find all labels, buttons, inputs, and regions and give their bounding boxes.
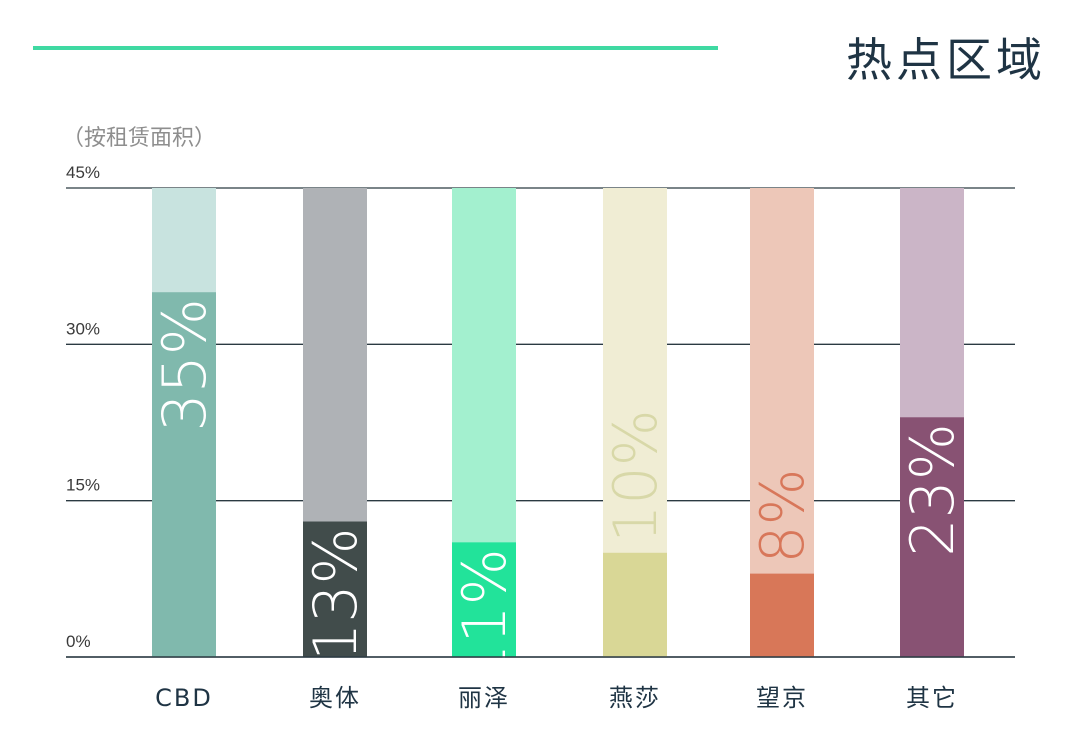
bar-value-label: 11% — [450, 548, 520, 681]
x-category-label: CBD — [155, 684, 213, 712]
page-title: 热点区域 — [846, 33, 1046, 87]
bar-value — [900, 417, 964, 657]
y-tick-label: 0% — [66, 632, 91, 651]
bar-value — [452, 542, 516, 657]
y-tick-label: 45% — [66, 163, 100, 182]
bar-value — [603, 552, 667, 657]
y-tick-label: 15% — [66, 476, 100, 495]
bar-value-label: 13% — [301, 528, 371, 661]
accent-line — [33, 46, 718, 50]
bar-value-label: 10% — [601, 409, 671, 542]
x-category-label: 丽泽 — [458, 684, 510, 712]
bar-value — [750, 573, 814, 657]
chart-subtitle: （按租赁面积） — [62, 126, 217, 151]
bar-value — [303, 521, 367, 657]
bar-value-label: 8% — [748, 468, 818, 563]
x-category-label: 奥体 — [309, 684, 361, 712]
y-tick-label: 30% — [66, 319, 100, 338]
bar-value-label: 35% — [150, 298, 220, 431]
x-category-label: 望京 — [756, 684, 808, 712]
bar-value-label: 23% — [898, 423, 968, 556]
bar-value — [152, 292, 216, 657]
x-category-label: 其它 — [906, 684, 958, 712]
x-category-label: 燕莎 — [609, 684, 661, 712]
